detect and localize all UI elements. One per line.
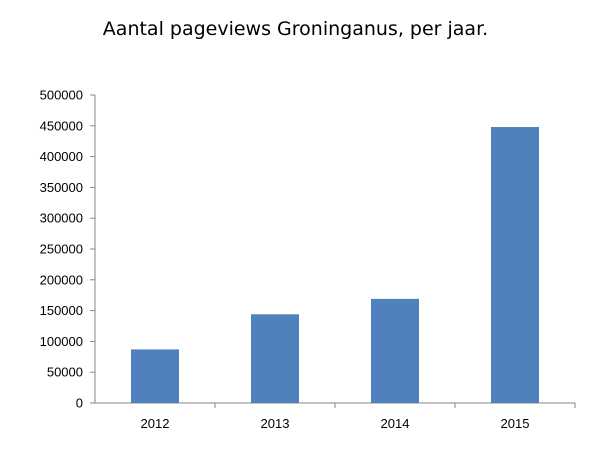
x-tick-label: 2012 xyxy=(141,416,170,431)
y-tick-label: 250000 xyxy=(40,242,83,257)
y-tick-label: 400000 xyxy=(40,149,83,164)
y-tick-label: 100000 xyxy=(40,334,83,349)
bar-2014 xyxy=(371,298,419,403)
y-tick-label: 150000 xyxy=(40,303,83,318)
x-tick-labels: 2012 2013 2014 2015 xyxy=(141,416,530,431)
bar-2013 xyxy=(251,314,299,403)
bars xyxy=(131,127,539,404)
y-tick-label: 300000 xyxy=(40,211,83,226)
y-tick-label: 0 xyxy=(76,396,83,411)
x-tick-label: 2013 xyxy=(261,416,290,431)
chart-title: Aantal pageviews Groninganus, per jaar. xyxy=(102,18,489,40)
x-tick-label: 2014 xyxy=(381,416,410,431)
y-tick-label: 500000 xyxy=(40,88,83,103)
y-tick-labels: 0 50000 100000 150000 200000 250000 300000 3500… xyxy=(40,88,83,411)
bar-2015 xyxy=(491,127,539,404)
bar-2012 xyxy=(131,349,179,403)
y-tick-label: 450000 xyxy=(40,118,83,133)
y-tick-label: 350000 xyxy=(40,180,83,195)
x-tick-label: 2015 xyxy=(501,416,530,431)
y-tick-label: 200000 xyxy=(40,272,83,287)
y-tick-label: 50000 xyxy=(47,365,83,380)
